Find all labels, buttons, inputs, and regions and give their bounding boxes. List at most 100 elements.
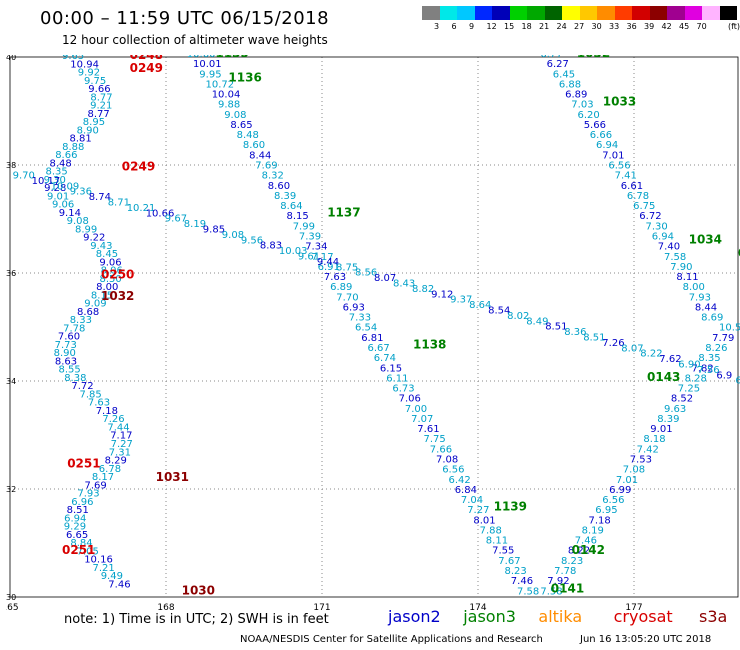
swh-value: 8.45: [96, 249, 118, 260]
swh-value: 10.66: [146, 208, 175, 219]
swh-value: 7.73: [55, 340, 77, 351]
swh-value: 10.03: [279, 246, 308, 257]
colorbar-label: 42: [661, 22, 672, 31]
swh-value: 8.23: [505, 566, 527, 577]
swh-value: 9.29: [64, 522, 86, 533]
swh-value: 10.21: [127, 203, 156, 214]
swh-value: 8.35: [46, 167, 68, 178]
legend-s3a: s3a: [699, 607, 728, 626]
pass-time-marker: 0142: [572, 543, 605, 557]
swh-value: 10.72: [206, 79, 235, 90]
swh-value: 9.30: [44, 175, 66, 186]
swh-value: 7.40: [658, 242, 680, 253]
pass-time-marker: 1032: [577, 55, 610, 60]
swh-value: 6.96: [71, 497, 93, 508]
swh-value: 8.60: [243, 140, 265, 151]
pass-time-marker: 1034: [689, 232, 722, 246]
colorbar-swatch: 45: [667, 6, 689, 31]
swh-value: 7.92: [547, 576, 569, 587]
swh-value: 10.09: [51, 181, 80, 192]
swh-value: 7.04: [461, 495, 483, 506]
swh-value: 9.70: [13, 171, 35, 182]
swh-value: 7.01: [616, 475, 638, 486]
swh-value: 8.68: [77, 307, 99, 318]
swh-value: 9.06: [52, 200, 74, 211]
swh-value: 7.26: [102, 414, 124, 425]
colorbar-label: 12: [486, 22, 497, 31]
swh-value: 8.56: [355, 268, 377, 279]
swh-value: 6.9: [716, 370, 732, 381]
colorbar-swatch: 70: [684, 6, 707, 31]
swh-value: 7.69: [255, 161, 277, 172]
swh-value: 7.07: [411, 414, 433, 425]
swh-value: 9.61: [298, 252, 320, 263]
swh-value: 8.11: [676, 272, 698, 283]
swh-tracks: 9.6510.949.929.759.668.779.218.778.958.9…: [13, 55, 740, 597]
swh-value: 7.93: [77, 489, 99, 500]
legend-cryosat: cryosat: [613, 607, 673, 626]
swh-value: 8.51: [545, 322, 567, 333]
map-grid: [9, 56, 739, 598]
swh-value: 6.95: [595, 505, 617, 516]
swh-value: 6.74: [374, 353, 396, 364]
swh-value: 6.56: [602, 495, 624, 506]
swh-value: 8.28: [685, 373, 707, 384]
swh-value: 8.00: [683, 282, 705, 293]
swh-value: 7.75: [424, 434, 446, 445]
colorbar-swatch: 24: [544, 6, 567, 31]
swh-value: 8.66: [55, 150, 77, 161]
axis-labels: 165 168 171 174 177 40 38 36 34 32 30: [6, 55, 643, 613]
swh-value: 9.92: [78, 68, 100, 79]
swh-value: 7.79: [712, 333, 734, 344]
swh-value: 8.83: [260, 241, 282, 252]
swh-value: 7.39: [299, 232, 321, 243]
swh-value: 8.19: [184, 219, 206, 230]
swh-value: 7.58: [664, 252, 686, 263]
swh-value: 7.78: [63, 324, 85, 335]
swh-value: 8.26: [705, 343, 727, 354]
swh-value: 8.64: [280, 201, 302, 212]
swh-value: 8.52: [671, 394, 693, 405]
swh-value: 8.71: [108, 198, 130, 209]
swh-value: 6.65: [66, 530, 88, 541]
swh-value: 10.51: [719, 323, 740, 334]
swh-value: 9.56: [241, 235, 263, 246]
swh-value: 9.95: [199, 69, 221, 80]
swh-value: 8.63: [55, 357, 77, 368]
colorbar-swatch: 39: [632, 6, 654, 31]
pass-time-marker: 1135: [215, 55, 248, 60]
colorbar-swatch: 18: [509, 6, 532, 31]
swh-value: 7.41: [615, 171, 637, 182]
pass-time-marker: 0249: [130, 61, 163, 75]
pass-time-marker: 1137: [327, 205, 360, 219]
pass-time-marker: 01: [738, 246, 740, 260]
pass-markers: 0248024902490250103202511031025110301135…: [62, 55, 740, 597]
lon-label: 171: [313, 603, 330, 613]
swh-value: 7.99: [293, 221, 315, 232]
swh-value: 10.17: [32, 176, 61, 187]
swh-value: 9.65: [62, 55, 84, 62]
swh-value: 7.82: [692, 363, 714, 374]
swh-value: 8.60: [268, 181, 290, 192]
swh-value: 7.26: [602, 338, 624, 349]
swh-value: 7.56: [697, 365, 719, 376]
swh-value: 8.39: [274, 191, 296, 202]
swh-value: 8.77: [90, 92, 112, 103]
swh-value: 6.66: [590, 130, 612, 141]
swh-value: 6.99: [609, 485, 631, 496]
swh-value: 8.74: [89, 192, 111, 203]
units-note: note: 1) Time is in UTC; 2) SWH is in fe…: [64, 612, 329, 627]
swh-value: 8.18: [643, 434, 665, 445]
swh-value: 7.08: [436, 455, 458, 466]
swh-value: 6.56: [608, 161, 630, 172]
swh-value: 7.21: [93, 563, 115, 574]
pass-time-marker: 1033: [603, 95, 636, 109]
swh-value: 8.44: [695, 302, 717, 313]
colorbar-label: 9: [469, 22, 475, 31]
swh-value: 9.12: [431, 289, 453, 300]
swh-value: 7.85: [80, 390, 102, 401]
swh-value: 7.61: [417, 424, 439, 435]
pass-time-marker: 1136: [228, 70, 261, 84]
swh-value: 9.43: [90, 241, 112, 252]
swh-value: 7.00: [405, 404, 427, 415]
